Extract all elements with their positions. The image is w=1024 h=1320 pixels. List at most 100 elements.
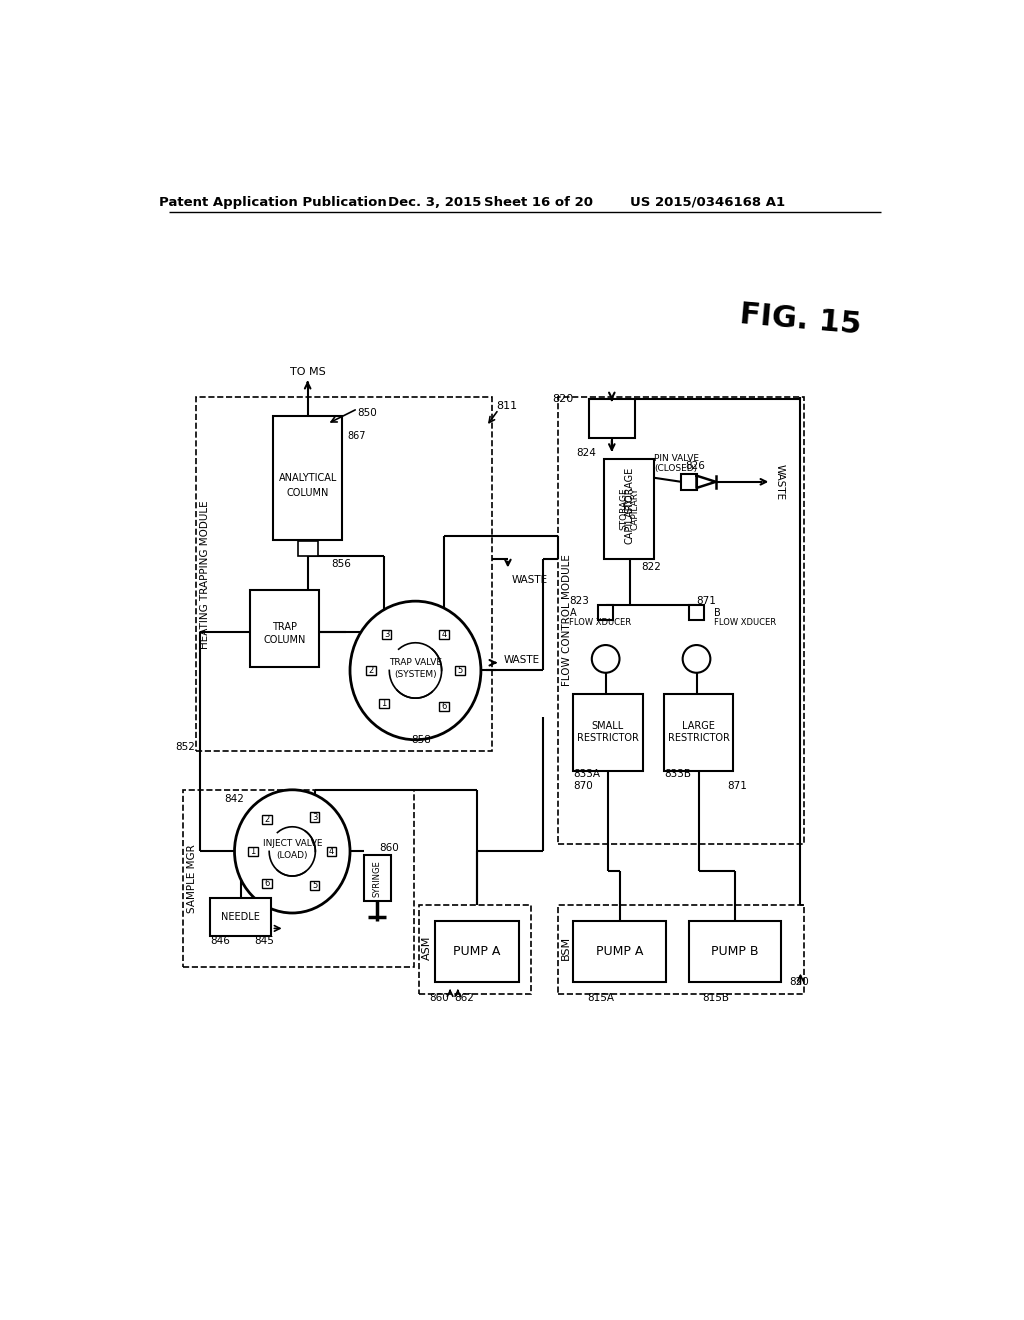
Bar	[367, 665, 376, 675]
Bar	[573, 693, 643, 771]
Text: 856: 856	[331, 560, 350, 569]
Circle shape	[683, 645, 711, 673]
Text: TRAP VALVE: TRAP VALVE	[389, 659, 442, 667]
Text: Dec. 3, 2015: Dec. 3, 2015	[388, 195, 481, 209]
Text: ASM: ASM	[422, 936, 432, 960]
Text: WASTE: WASTE	[774, 463, 784, 500]
Text: COLUMN: COLUMN	[263, 635, 306, 644]
Bar	[439, 702, 449, 711]
Text: 862: 862	[454, 993, 474, 1003]
Text: 815A: 815A	[587, 993, 613, 1003]
Text: WASTE: WASTE	[512, 576, 548, 585]
Text: 858: 858	[412, 735, 431, 744]
Text: LARGE
RESTRICTOR: LARGE RESTRICTOR	[668, 721, 730, 743]
Bar	[681, 474, 696, 490]
Text: INJECT VALVE: INJECT VALVE	[262, 840, 322, 849]
Text: 811: 811	[497, 401, 517, 412]
Ellipse shape	[350, 601, 481, 739]
Text: 850: 850	[357, 408, 378, 417]
Text: WASTE: WASTE	[503, 656, 540, 665]
Text: 6: 6	[264, 879, 269, 888]
Text: 820: 820	[552, 395, 573, 404]
Text: HEATING TRAPPING MODULE: HEATING TRAPPING MODULE	[200, 500, 210, 648]
Bar	[419, 906, 531, 994]
Text: A: A	[569, 607, 577, 618]
Text: 842: 842	[224, 795, 245, 804]
Text: 820: 820	[788, 977, 809, 987]
Text: 5: 5	[312, 882, 317, 890]
Bar	[273, 416, 342, 540]
Bar	[262, 879, 271, 888]
Text: B: B	[714, 607, 721, 618]
Bar	[439, 630, 449, 639]
Bar	[689, 921, 781, 982]
Text: FLOW CONTROL MODULE: FLOW CONTROL MODULE	[562, 554, 571, 686]
Text: 2: 2	[369, 667, 374, 675]
Bar	[435, 921, 519, 982]
Text: FLOW XDUCER: FLOW XDUCER	[569, 618, 632, 627]
Text: 826: 826	[685, 462, 705, 471]
Text: NEEDLE: NEEDLE	[221, 912, 260, 921]
Bar	[382, 630, 391, 639]
Text: PUMP A: PUMP A	[596, 945, 643, 958]
Text: 867: 867	[348, 430, 367, 441]
Text: 1: 1	[381, 700, 387, 709]
Text: SAMPLE MGR: SAMPLE MGR	[186, 843, 197, 912]
Bar	[298, 541, 317, 557]
Text: 822: 822	[641, 561, 660, 572]
Text: 4: 4	[441, 630, 446, 639]
Text: 3: 3	[384, 630, 389, 639]
Text: FLOW XDUCER: FLOW XDUCER	[714, 618, 776, 627]
Text: (LOAD): (LOAD)	[276, 851, 308, 859]
Bar	[598, 605, 613, 620]
Text: 2: 2	[264, 814, 269, 824]
Text: 860: 860	[429, 993, 449, 1003]
Text: Patent Application Publication: Patent Application Publication	[159, 195, 387, 209]
Text: BSM: BSM	[561, 936, 571, 960]
Text: 870: 870	[573, 781, 593, 791]
Bar	[665, 693, 733, 771]
Bar	[589, 400, 635, 438]
Bar	[327, 847, 336, 857]
Text: 845: 845	[254, 936, 273, 945]
Bar	[379, 700, 389, 709]
Text: 1: 1	[250, 847, 256, 855]
Text: SYRINGE: SYRINGE	[373, 859, 382, 896]
Text: 871: 871	[727, 781, 748, 791]
Text: (SYSTEM): (SYSTEM)	[394, 669, 437, 678]
Bar	[262, 814, 271, 824]
Ellipse shape	[234, 789, 350, 913]
Bar	[604, 459, 654, 558]
Bar	[456, 665, 465, 675]
Bar	[250, 590, 319, 667]
Text: FIG. 15: FIG. 15	[738, 301, 862, 339]
Text: 833B: 833B	[665, 770, 691, 779]
Bar	[558, 397, 804, 843]
Bar	[249, 847, 258, 857]
Circle shape	[592, 645, 620, 673]
Bar	[689, 605, 705, 620]
Text: (CLOSED): (CLOSED)	[654, 465, 697, 473]
Bar	[558, 906, 804, 994]
Text: 4: 4	[329, 847, 334, 855]
Bar	[573, 921, 666, 982]
Text: 871: 871	[696, 597, 717, 606]
Bar	[310, 813, 319, 822]
Text: US 2015/0346168 A1: US 2015/0346168 A1	[631, 195, 785, 209]
Text: 823: 823	[569, 597, 590, 606]
Text: TO MS: TO MS	[290, 367, 326, 378]
Text: 833A: 833A	[573, 770, 600, 779]
Text: 5: 5	[458, 667, 463, 675]
Bar	[210, 898, 271, 936]
Text: ANALYTICAL: ANALYTICAL	[279, 473, 337, 483]
Text: Sheet 16 of 20: Sheet 16 of 20	[484, 195, 593, 209]
Text: PUMP A: PUMP A	[454, 945, 501, 958]
Bar	[183, 789, 414, 966]
Text: 846: 846	[210, 936, 229, 945]
Text: 852: 852	[175, 742, 196, 752]
Text: TRAP: TRAP	[272, 622, 297, 631]
Text: CAPILARY: CAPILARY	[625, 496, 635, 544]
Text: STORAGE: STORAGE	[625, 466, 635, 512]
Text: PUMP B: PUMP B	[712, 945, 759, 958]
Text: STORAGE
CAPILARY: STORAGE CAPILARY	[620, 487, 639, 531]
